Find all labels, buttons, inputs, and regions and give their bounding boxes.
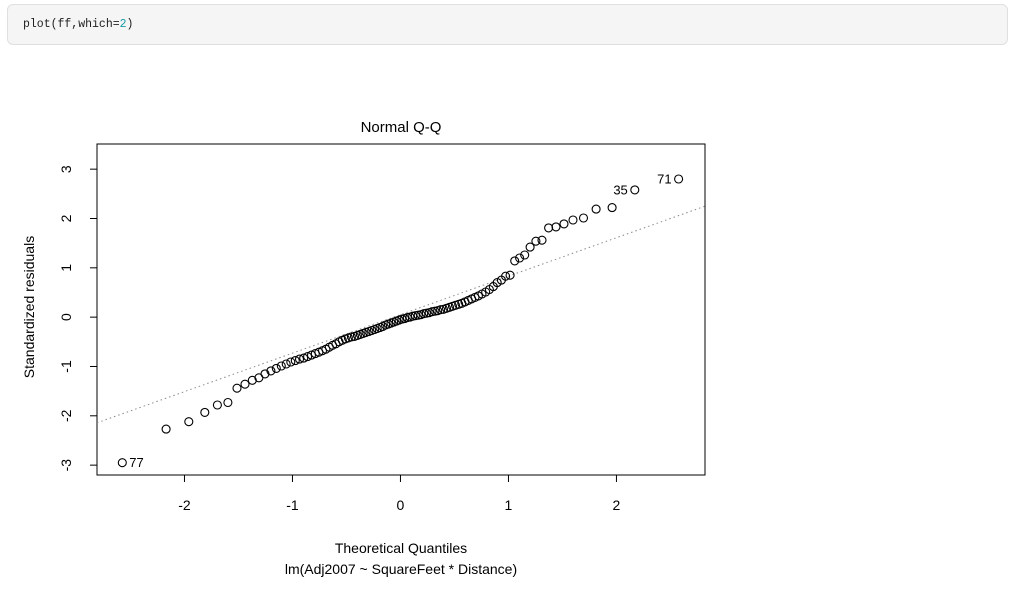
qq-point xyxy=(299,353,309,363)
code-cell[interactable]: plot(ff,which=2) xyxy=(7,4,1008,45)
x-tick-label: -2 xyxy=(178,497,191,513)
qq-point xyxy=(290,356,300,366)
qq-point xyxy=(232,383,242,393)
y-tick-label: 2 xyxy=(58,214,74,222)
y-tick-label: -1 xyxy=(58,360,74,373)
qq-point xyxy=(674,174,684,184)
x-axis-title: Theoretical Quantiles xyxy=(334,540,468,556)
qq-point xyxy=(501,271,511,281)
qq-point xyxy=(286,357,296,367)
qq-point xyxy=(544,223,554,233)
y-tick-label: 3 xyxy=(58,165,74,173)
outlier-label: 77 xyxy=(129,455,143,470)
qq-point xyxy=(531,236,541,246)
qq-point xyxy=(578,213,589,223)
qq-point xyxy=(520,250,530,260)
qq-point xyxy=(260,369,270,379)
qq-point xyxy=(551,222,561,232)
qq-point xyxy=(525,242,535,252)
qq-point xyxy=(591,204,601,214)
qq-point xyxy=(515,253,525,263)
qq-point xyxy=(510,256,520,266)
qq-point xyxy=(294,354,305,364)
qq-point xyxy=(200,407,210,417)
qq-point xyxy=(568,215,578,225)
qq-point xyxy=(505,270,515,280)
outlier-label: 35 xyxy=(613,182,627,197)
plot-border xyxy=(96,143,706,476)
x-tick-label: 0 xyxy=(397,497,405,513)
y-tick-label: 0 xyxy=(58,313,74,321)
code-text[interactable]: plot(ff,which=2) xyxy=(23,18,992,32)
qq-point xyxy=(117,458,127,468)
qq-point xyxy=(276,361,286,371)
code-token-number: 2 xyxy=(119,18,127,31)
qq-point xyxy=(303,352,313,362)
qq-point xyxy=(266,366,276,376)
qq-point xyxy=(212,400,222,410)
qq-point xyxy=(281,359,291,369)
x-tick-label: 2 xyxy=(613,497,621,513)
y-tick-label: -3 xyxy=(58,459,74,472)
code-token: plot(ff,which= xyxy=(23,18,120,31)
x-tick-label: -1 xyxy=(286,497,299,513)
qq-point xyxy=(436,305,446,315)
qq-point xyxy=(223,397,233,408)
model-call-caption: lm(Adj2007 ~ SquareFeet * Distance) xyxy=(284,561,518,577)
outlier-label: 71 xyxy=(657,172,671,187)
qq-point xyxy=(240,379,250,389)
code-token: ) xyxy=(126,18,134,31)
y-tick-label: -2 xyxy=(58,409,74,422)
y-tick-label: 1 xyxy=(58,264,74,272)
qq-point xyxy=(161,424,171,434)
chart-title: Normal Q-Q xyxy=(360,119,442,136)
qq-point xyxy=(247,375,257,385)
qq-point xyxy=(346,332,356,342)
qq-point xyxy=(184,417,194,427)
qq-point xyxy=(630,185,640,195)
qq-point xyxy=(271,363,281,373)
qq-point xyxy=(607,203,617,213)
qq-reference-line xyxy=(96,205,706,424)
x-tick-label: 1 xyxy=(505,497,513,513)
qq-point xyxy=(537,235,547,245)
qq-point xyxy=(559,219,569,229)
